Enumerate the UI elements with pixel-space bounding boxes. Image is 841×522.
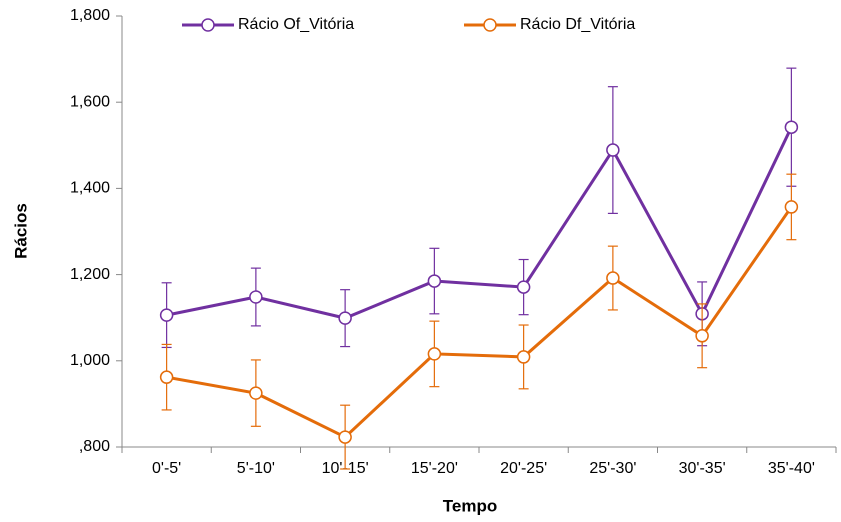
point bbox=[516, 350, 531, 364]
point bbox=[338, 430, 352, 444]
y-tick-label: 1,800 bbox=[70, 7, 110, 24]
point bbox=[427, 274, 442, 288]
y-tick-label: 1,600 bbox=[70, 93, 110, 110]
x-tick-label: 15'-20' bbox=[411, 460, 458, 477]
legend-label: Rácio Of_Vitória bbox=[238, 16, 354, 33]
x-tick-label: 30'-35' bbox=[679, 460, 726, 477]
point bbox=[159, 308, 174, 322]
point bbox=[784, 120, 799, 134]
x-tick-label: 25'-30' bbox=[589, 460, 636, 477]
legend-label: Rácio Df_Vitória bbox=[520, 16, 635, 33]
legend-marker bbox=[483, 18, 497, 32]
legend-marker bbox=[201, 18, 215, 32]
y-tick-label: 1,200 bbox=[70, 266, 110, 283]
y-tick-label: 1,000 bbox=[70, 352, 110, 369]
point bbox=[606, 143, 620, 157]
point bbox=[159, 370, 174, 384]
point bbox=[427, 347, 442, 361]
point bbox=[516, 280, 531, 294]
point bbox=[695, 329, 709, 343]
x-axis-title: Tempo bbox=[443, 496, 497, 515]
point bbox=[338, 311, 352, 325]
series-line bbox=[166, 206, 793, 439]
x-tick-label: 0'-5' bbox=[152, 460, 181, 477]
point bbox=[249, 290, 263, 304]
y-tick-label: 1,400 bbox=[70, 180, 110, 197]
point bbox=[249, 386, 263, 400]
y-axis-title: Rácios bbox=[11, 203, 30, 259]
x-tick-label: 5'-10' bbox=[237, 460, 275, 477]
y-tick-label: ,800 bbox=[79, 438, 110, 455]
x-tick-label: 20'-25' bbox=[500, 460, 547, 477]
x-tick-label: 35'-40' bbox=[768, 460, 815, 477]
point bbox=[606, 271, 620, 285]
point bbox=[784, 200, 799, 214]
series-line bbox=[166, 126, 793, 320]
